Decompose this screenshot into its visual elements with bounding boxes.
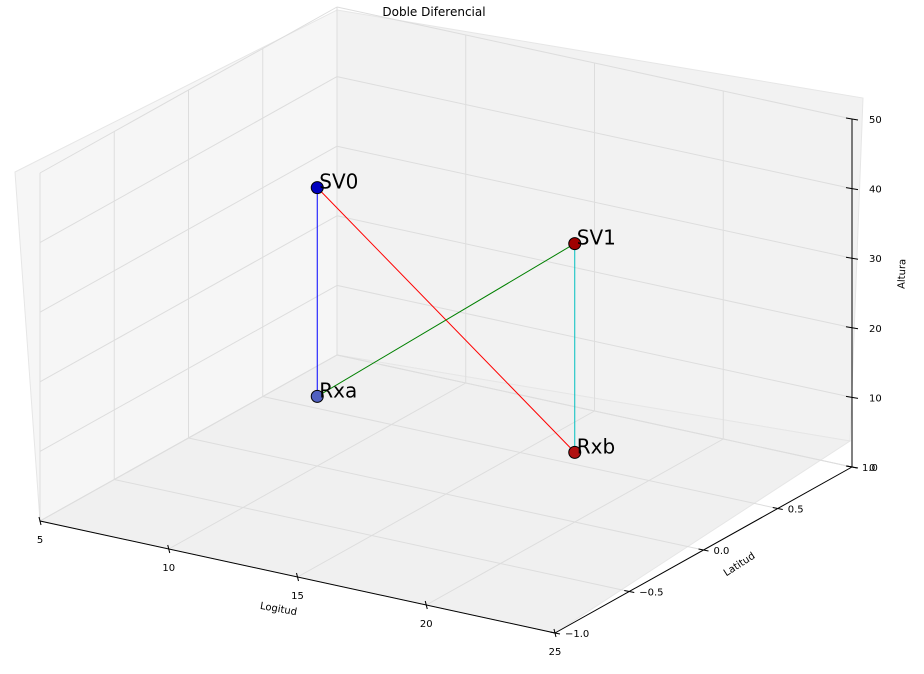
y-tick-label: −0.5 xyxy=(639,588,663,599)
grid-line xyxy=(336,6,853,120)
z-tick-label: 50 xyxy=(869,115,882,126)
grid-line xyxy=(336,284,853,398)
z-tick-label: 10 xyxy=(869,393,882,404)
data-label-SV1: SV1 xyxy=(577,226,616,250)
x-tick-label: 20 xyxy=(420,619,433,630)
grid-line xyxy=(188,437,704,551)
z-tick-mark xyxy=(845,187,859,191)
grid-line xyxy=(39,76,338,244)
grid-line xyxy=(39,354,338,522)
data-label-SV0: SV0 xyxy=(319,170,358,194)
y-tick-label: 1.0 xyxy=(862,463,878,474)
y-tick-label: −1.0 xyxy=(565,629,589,640)
x-tick-mark xyxy=(424,600,428,610)
grid-line xyxy=(336,215,853,329)
x-axis-label: Logitud xyxy=(259,601,298,618)
data-labels: SV0 SV1 Rxa Rxb xyxy=(319,170,616,459)
z-tick-label: 20 xyxy=(869,324,882,335)
y-tick-label: 0.5 xyxy=(788,505,804,516)
grid-line xyxy=(39,215,338,383)
y-tick-mark xyxy=(772,507,783,510)
y-tick-mark xyxy=(549,631,561,635)
grid-line xyxy=(336,76,853,190)
grid-line xyxy=(39,145,338,313)
x-tick-label: 25 xyxy=(549,647,562,658)
grid-line xyxy=(39,6,338,174)
grid-line xyxy=(336,145,853,259)
x-tick-mark xyxy=(38,516,42,526)
grid-line xyxy=(336,354,853,468)
z-tick-label: 40 xyxy=(869,185,882,196)
z-tick-mark xyxy=(845,117,859,121)
data-point-SV0 xyxy=(310,181,324,195)
x-tick-label: 5 xyxy=(37,535,43,546)
data-point-Rxb xyxy=(568,445,582,459)
data-line-SV1-Rxa xyxy=(316,243,576,397)
y-tick-mark xyxy=(698,548,709,552)
data-point-SV1 xyxy=(568,237,582,251)
data-lines xyxy=(316,187,576,453)
x-tick-mark xyxy=(296,572,299,582)
data-point-Rxa xyxy=(310,389,324,403)
grid-line xyxy=(114,479,630,592)
z-tick-label: 30 xyxy=(869,254,882,265)
z-tick-mark xyxy=(845,465,859,469)
y-tick-mark xyxy=(624,590,635,593)
z-axis-label: Altura xyxy=(896,259,908,289)
x-tick-label: 10 xyxy=(162,563,175,574)
grid-line xyxy=(39,284,338,452)
z-tick-mark xyxy=(845,395,859,399)
grid-line xyxy=(262,396,778,509)
z-tick-label: 0 xyxy=(869,463,875,474)
axes: 5 10 15 20 25−1.0 −0.5 0.0 0.5 1.00 10 20 30 40 50 xyxy=(37,115,882,658)
x-tick-label: 15 xyxy=(291,591,304,602)
x-tick-mark xyxy=(167,544,171,554)
data-points xyxy=(310,181,582,459)
z-tick-mark xyxy=(845,256,859,260)
z-tick-mark xyxy=(845,326,859,330)
y-tick-label: 0.0 xyxy=(714,546,730,557)
chart-title: Doble Diferencial xyxy=(382,5,485,19)
data-label-Rxb: Rxb xyxy=(577,434,615,458)
data-label-Rxa: Rxa xyxy=(319,378,357,402)
